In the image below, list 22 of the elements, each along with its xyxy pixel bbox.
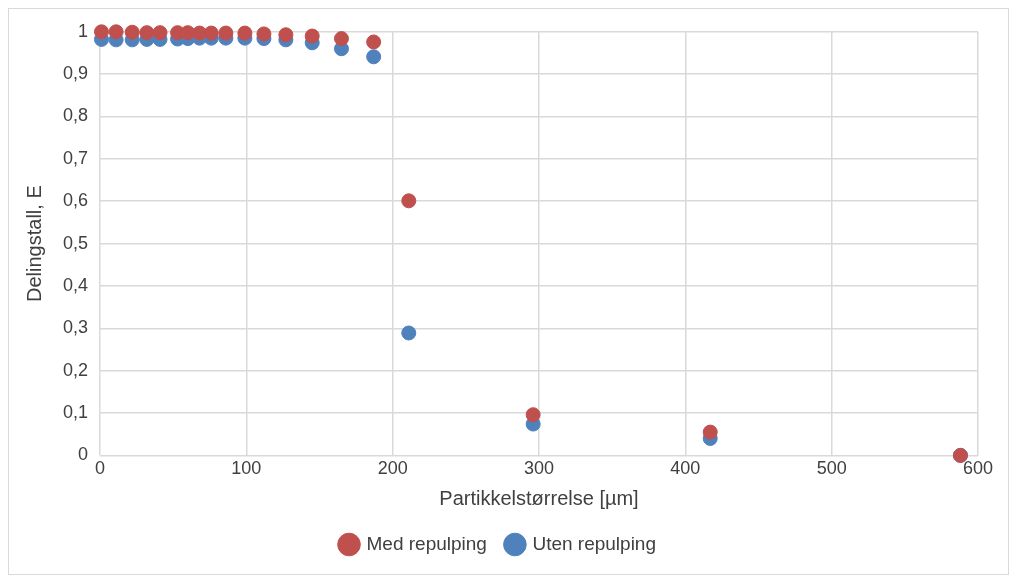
legend-label: Uten repulping <box>532 532 657 554</box>
y-tick-label: 0,2 <box>62 359 89 380</box>
y-tick-label: 0,9 <box>62 63 89 84</box>
y-tick-label: 0,1 <box>62 402 89 423</box>
legend-label: Med repulping <box>366 532 487 554</box>
x-tick-label: 300 <box>523 458 555 479</box>
x-tick-label: 100 <box>231 458 262 479</box>
y-tick-label: 0,6 <box>62 190 89 211</box>
y-tick-label: 1 <box>78 20 89 41</box>
x-axis-title: Partikkelstørrelse [µm] <box>439 486 639 509</box>
y-tick-label: 0,5 <box>62 232 89 253</box>
y-tick-label: 0,3 <box>62 317 89 338</box>
y-tick-label: 0 <box>78 444 89 465</box>
x-tick-label: 200 <box>377 458 408 479</box>
x-tick-label: 600 <box>962 458 994 479</box>
y-axis-title: Delingstall, E <box>22 185 45 302</box>
x-tick-label: 0 <box>95 458 106 479</box>
x-tick-label: 500 <box>816 458 847 479</box>
y-tick-label: 0,7 <box>62 147 89 168</box>
y-tick-label: 0,4 <box>62 274 89 295</box>
x-tick-label: 400 <box>670 458 701 479</box>
y-tick-label: 0,8 <box>62 105 89 126</box>
